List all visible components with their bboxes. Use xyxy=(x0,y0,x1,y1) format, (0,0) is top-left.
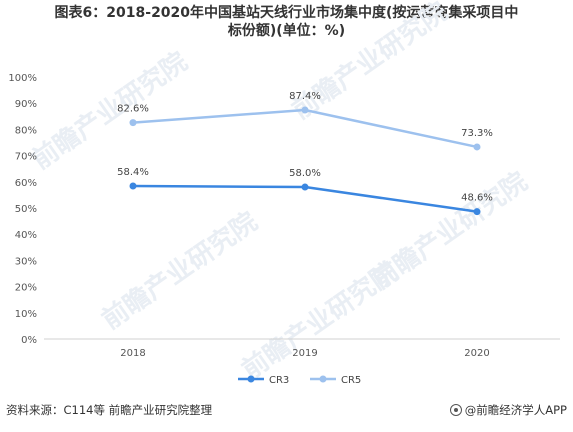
brand-logo-icon xyxy=(449,404,462,416)
axes: 0% 10% 20% 30% 40% 50% 60% 70% 80% 90% 100% 2018 201… xyxy=(8,73,560,359)
y-tick-label: 0% xyxy=(21,335,37,346)
data-label: 82.6% xyxy=(117,104,149,115)
watermark: 前瞻产业研究院 xyxy=(286,0,453,126)
legend-label: CR3 xyxy=(269,375,289,386)
brand-credit: @前瞻经济学人APP xyxy=(449,402,567,418)
y-tick-label: 70% xyxy=(15,152,37,163)
watermark: 前瞻产业研究院 xyxy=(96,206,263,336)
legend-marker xyxy=(319,375,327,383)
data-point xyxy=(473,208,481,216)
legend-marker xyxy=(247,375,255,383)
data-label: 73.3% xyxy=(461,128,493,139)
y-tick-label: 50% xyxy=(15,204,37,215)
x-tick-label: 2018 xyxy=(120,348,145,359)
watermark: 前瞻产业研究院 xyxy=(236,256,403,386)
data-point xyxy=(473,143,481,151)
footer: 资料来源：C114等 前瞻产业研究院整理 @前瞻经济学人APP xyxy=(0,400,573,420)
legend: CR3 CR5 xyxy=(238,375,361,386)
data-point xyxy=(301,183,309,191)
x-tick-label: 2019 xyxy=(292,348,317,359)
source-note: 资料来源：C114等 前瞻产业研究院整理 xyxy=(6,403,213,417)
watermark: 前瞻产业研究院 xyxy=(26,46,193,176)
chart-title-line-1: 图表6：2018-2020年中国基站天线行业市场集中度(按运营商集采项目中 xyxy=(54,5,519,21)
data-label: 48.6% xyxy=(461,193,493,204)
data-point xyxy=(129,182,137,190)
data-label: 87.4% xyxy=(289,91,321,102)
y-tick-label: 100% xyxy=(8,73,37,84)
chart-title: 图表6：2018-2020年中国基站天线行业市场集中度(按运营商集采项目中 标份… xyxy=(0,4,573,40)
legend-label: CR5 xyxy=(341,375,361,386)
data-point xyxy=(301,106,309,114)
y-tick-label: 80% xyxy=(15,125,37,136)
y-tick-label: 20% xyxy=(15,283,37,294)
y-tick-label: 60% xyxy=(15,178,37,189)
chart-title-line-2: 标份额)(单位：%) xyxy=(227,23,346,39)
y-tick-label: 30% xyxy=(15,256,37,267)
y-tick-label: 10% xyxy=(15,309,37,320)
data-label: 58.0% xyxy=(289,168,321,179)
x-tick-label: 2020 xyxy=(464,348,489,359)
y-tick-label: 40% xyxy=(15,230,37,241)
data-point xyxy=(129,119,137,127)
y-tick-label: 90% xyxy=(15,99,37,110)
series-layer: 58.4% 58.0% 48.6% 82.6% 87.4% 73.3% xyxy=(117,91,493,216)
data-label: 58.4% xyxy=(117,167,149,178)
brand-credit-text: @前瞻经济学人APP xyxy=(464,403,567,417)
